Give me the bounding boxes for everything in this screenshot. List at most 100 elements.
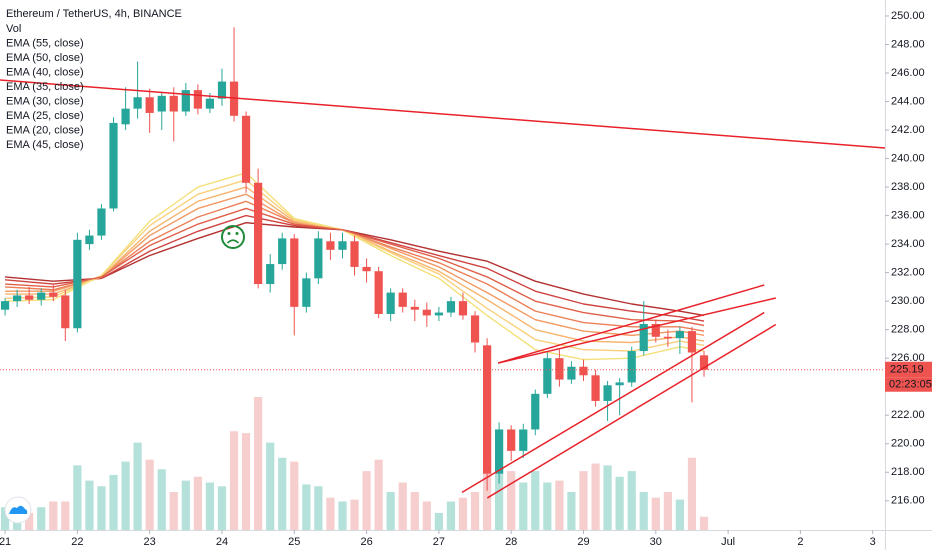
volume-bar [687,457,697,530]
candle-body [627,351,636,383]
volume-bar [0,507,10,530]
candle-body [579,366,588,376]
candle-body [193,90,203,109]
ema-line [5,179,705,352]
y-tick-label: 250.00 [891,10,925,22]
x-tick-label: 2 [797,536,803,548]
volume-bar [266,442,275,530]
x-tick-label: 21 [0,536,11,548]
candle-body [241,115,251,183]
last-price-box [885,361,932,378]
ema-line [5,172,705,361]
volume-bar [121,461,130,530]
volume-bar [278,457,287,530]
trend-line [486,323,777,499]
candle-body [483,345,492,474]
volume-bar [362,471,371,530]
brand-logo [4,496,32,524]
candle-body [458,301,468,316]
volume-bar [254,397,263,530]
y-tick-label: 222.00 [891,409,925,421]
candle-body [446,301,456,313]
candle-body [555,358,564,380]
volume-bar [410,492,419,530]
candle-body [278,238,287,265]
candle-body [97,208,106,236]
y-tick-label: 232.00 [891,267,925,279]
candle-body [699,355,709,370]
y-tick-label: 246.00 [891,67,925,79]
candle-body [495,429,504,474]
legend-entry: EMA (50, close) [6,52,84,64]
ema-line [5,207,705,327]
volume-bar [97,486,106,530]
candle-body [254,182,263,285]
y-tick-label: 216.00 [891,495,925,507]
x-tick-label: 27 [433,536,445,548]
x-tick-label: 23 [144,536,156,548]
candle-body [350,241,359,267]
legend-entry: EMA (45, close) [6,139,84,151]
y-tick-label: 230.00 [891,295,925,307]
face-mouth [226,239,240,244]
volume-bar [302,484,311,530]
y-tick-label: 234.00 [891,238,925,250]
volume-bar [157,469,166,530]
x-tick-label: 29 [577,536,589,548]
y-tick-label: 218.00 [891,466,925,478]
volume-bar [699,516,709,530]
x-tick-label: Jul [721,536,735,548]
volume-bar [675,499,684,530]
candle-layer [0,27,709,491]
candle-body [687,331,697,353]
candle-body [13,295,22,302]
candle-body [663,336,672,339]
y-tick-label: 236.00 [891,209,925,221]
chart-title: Ethereum / TetherUS, 4h, BINANCE [6,8,182,20]
candle-body [386,292,395,314]
volume-bar [73,465,82,530]
legend-entry: EMA (55, close) [6,37,84,49]
volume-bar [422,501,431,530]
volume-bar [555,480,564,530]
candle-body [615,382,624,386]
x-tick-label: 30 [650,536,662,548]
candle-body [591,375,600,401]
volume-bar [229,431,239,530]
volume-bar [109,474,118,530]
ema-layer [4,172,705,361]
volume-bar [314,486,323,530]
volume-bar [495,469,504,530]
candle-body [326,241,335,250]
volume-bar [519,482,528,530]
ema-line [5,193,705,337]
candle-body [37,292,46,300]
legend-entry: EMA (20, close) [6,124,84,136]
x-tick-label: 28 [505,536,517,548]
candle-body [470,315,480,343]
last-price-label: 225.19 [890,364,924,376]
volume-bar [663,492,672,530]
candle-body [290,238,299,307]
sad-face-annotation [221,225,245,249]
countdown-label: 02:23:05 [889,379,932,391]
candle-body [73,239,82,329]
volume-bar [49,501,58,530]
volume-bar [483,457,492,530]
candle-body [121,108,130,125]
volume-bar [374,459,383,530]
volume-bar [639,492,648,530]
volume-bar [543,482,552,530]
volume-bar [651,497,660,530]
volume-bar [458,497,468,530]
candle-body [639,323,648,352]
face-eye [235,232,239,235]
logo-mark [9,505,28,514]
volume-bar [567,492,576,530]
volume-bar [446,501,456,530]
legend-entry: EMA (30, close) [6,95,84,107]
candle-body [422,309,431,316]
candle-body [157,95,166,112]
